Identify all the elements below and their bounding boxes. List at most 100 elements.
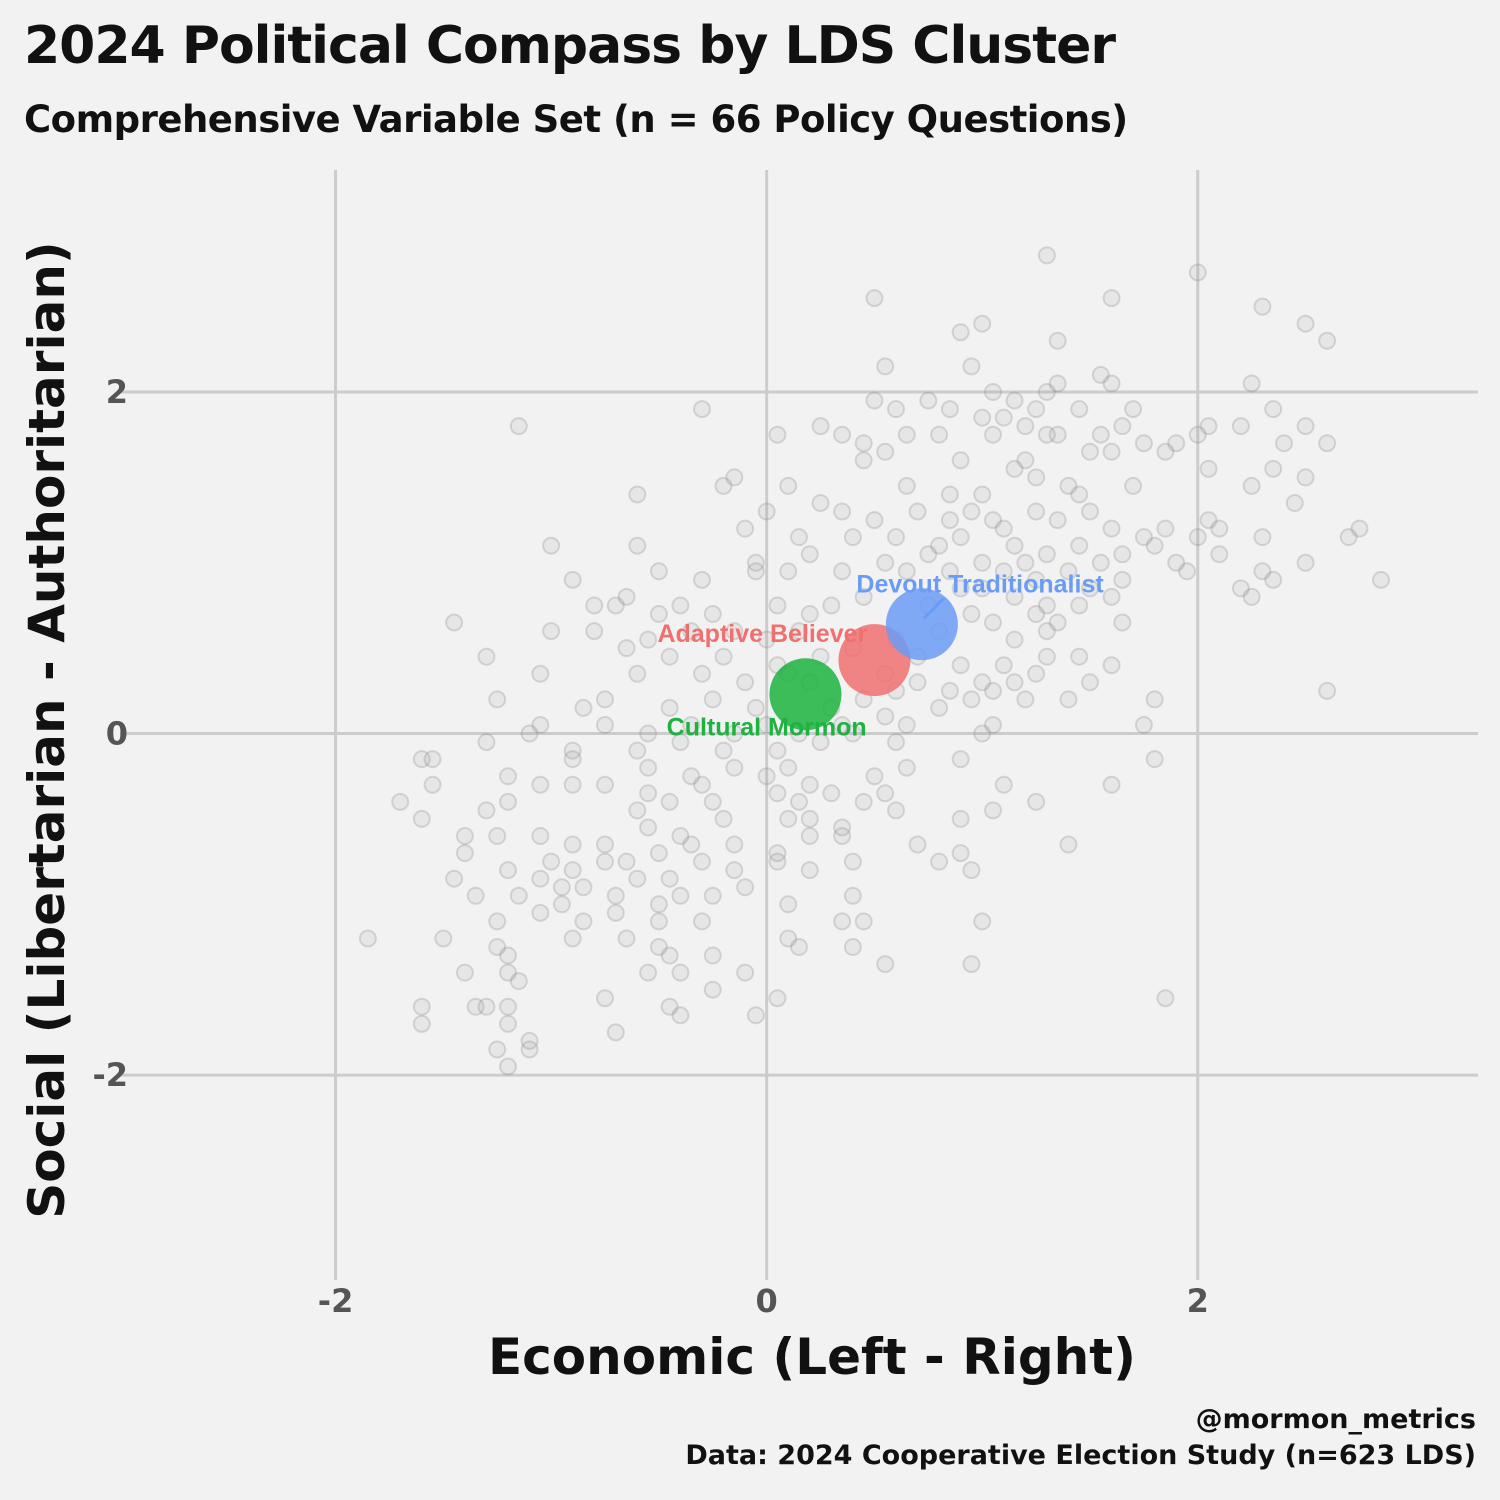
- respondent-point: [973, 408, 992, 427]
- respondent-point: [800, 775, 819, 794]
- respondent-point: [445, 869, 464, 888]
- respondent-point: [596, 775, 614, 794]
- respondent-point: [757, 630, 776, 649]
- respondent-point: [1145, 690, 1164, 709]
- respondent-point: [984, 801, 1002, 820]
- respondent-point: [488, 827, 507, 845]
- respondent-point: [1134, 716, 1153, 734]
- respondent-point: [1199, 417, 1218, 436]
- cluster-point-cultural-mormon: [769, 658, 842, 731]
- respondent-point: [1372, 570, 1390, 589]
- respondent-point: [1264, 570, 1283, 589]
- respondent-point: [940, 562, 959, 581]
- respondent-point: [897, 476, 916, 495]
- respondent-point: [962, 861, 981, 880]
- respondent-point: [1048, 511, 1067, 530]
- respondent-point: [865, 289, 884, 308]
- respondent-point: [714, 809, 733, 828]
- respondent-point: [1296, 314, 1315, 333]
- respondent-point: [703, 980, 722, 999]
- respondent-point: [994, 519, 1013, 538]
- respondent-point: [973, 673, 992, 692]
- respondent-point: [660, 869, 679, 888]
- respondent-point: [994, 656, 1013, 675]
- respondent-point: [596, 690, 614, 709]
- cluster-label-cultural-mormon: Cultural Mormon: [667, 714, 867, 742]
- x-tick-label: 0: [756, 1282, 778, 1320]
- respondent-point: [1027, 792, 1046, 811]
- respondent-point: [962, 605, 981, 623]
- respondent-point: [596, 989, 614, 1008]
- respondent-point: [1188, 263, 1207, 282]
- respondent-point: [499, 946, 517, 965]
- respondent-point: [423, 750, 442, 769]
- respondent-point: [876, 784, 895, 803]
- respondent-point: [660, 647, 679, 666]
- respondent-point: [693, 400, 711, 419]
- respondent-point: [725, 622, 744, 641]
- respondent-point: [606, 903, 625, 922]
- respondent-point: [1253, 297, 1272, 316]
- respondent-point: [1188, 528, 1207, 547]
- respondent-point: [649, 912, 668, 931]
- respondent-point: [531, 903, 550, 922]
- x-axis-title: Economic (Left - Right): [488, 1328, 1136, 1386]
- y-axis-title: Social (Libertarian - Authoritarian): [18, 241, 76, 1219]
- respondent-point: [1156, 519, 1175, 538]
- respondent-point: [682, 716, 701, 734]
- respondent-point: [606, 596, 625, 615]
- respondent-point: [779, 809, 798, 828]
- respondent-point: [1242, 374, 1261, 393]
- respondent-point: [649, 562, 668, 581]
- respondent-point: [660, 946, 679, 965]
- respondent-point: [1005, 459, 1024, 478]
- respondent-point: [1275, 434, 1293, 453]
- respondent-point: [1113, 545, 1132, 564]
- respondent-point: [1318, 434, 1337, 453]
- respondent-point: [649, 938, 668, 956]
- respondent-point: [606, 1023, 625, 1042]
- respondent-point: [1037, 425, 1056, 444]
- respondent-point: [1145, 536, 1164, 555]
- respondent-point: [843, 938, 862, 956]
- respondent-point: [1037, 246, 1056, 265]
- respondent-point: [542, 622, 561, 641]
- respondent-point: [1059, 835, 1078, 854]
- respondent-point: [1242, 476, 1261, 495]
- respondent-point: [617, 852, 636, 871]
- respondent-point: [660, 792, 679, 811]
- respondent-point: [811, 417, 830, 436]
- respondent-point: [779, 758, 798, 777]
- respondent-point: [994, 775, 1013, 794]
- respondent-point: [628, 536, 647, 555]
- respondent-point: [951, 451, 970, 470]
- respondent-point: [962, 690, 981, 709]
- respondent-point: [531, 716, 550, 734]
- respondent-point: [940, 511, 959, 530]
- respondent-point: [671, 1006, 690, 1025]
- respondent-point: [639, 758, 658, 777]
- respondent-points: [358, 246, 1390, 1076]
- respondent-point: [499, 1014, 517, 1033]
- respondent-point: [596, 835, 614, 854]
- respondent-point: [940, 485, 959, 504]
- respondent-point: [1102, 775, 1121, 794]
- respondent-point: [1253, 562, 1272, 581]
- respondent-point: [671, 963, 690, 982]
- respondent-point: [1027, 502, 1046, 521]
- respondent-point: [736, 878, 755, 897]
- respondent-point: [1210, 519, 1229, 538]
- respondent-point: [973, 553, 992, 572]
- respondent-point: [736, 963, 755, 982]
- respondent-point: [1318, 331, 1337, 350]
- respondent-point: [1081, 673, 1099, 692]
- respondent-point: [563, 570, 582, 589]
- respondent-point: [477, 733, 496, 752]
- respondent-point: [897, 562, 916, 581]
- respondent-point: [1081, 502, 1099, 521]
- respondent-point: [1318, 681, 1337, 700]
- respondent-point: [1113, 613, 1132, 632]
- cluster-point-devout-traditionalist: [885, 588, 958, 661]
- respondent-point: [887, 733, 905, 752]
- respondent-point: [854, 912, 873, 931]
